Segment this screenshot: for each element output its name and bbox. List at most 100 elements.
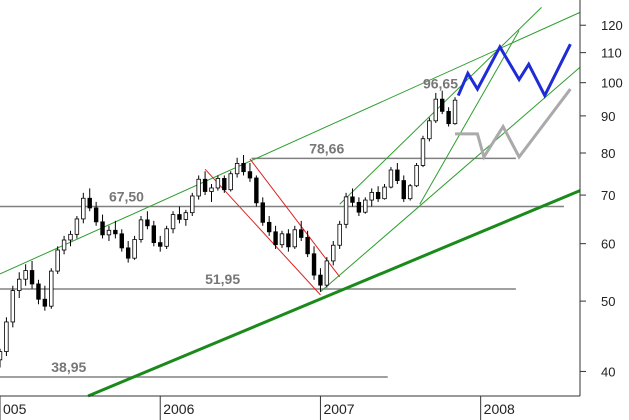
candle-body [158,242,163,247]
candle-body [17,278,22,291]
candle-body [177,214,182,220]
candle-body [183,212,189,220]
candle-body [138,219,144,240]
candle-body [241,163,246,173]
x-tick-label: 2006 [163,401,194,417]
trendline [320,66,581,293]
candle-body [36,283,41,300]
candle-body [433,98,439,122]
candle-body [81,197,86,220]
candle-body [222,178,227,191]
candle-body [190,195,195,214]
y-tick-label: 80 [601,146,615,161]
trendline [419,30,520,205]
candle-body [247,171,253,179]
candle-body [42,298,48,307]
y-tick-label: 40 [601,364,615,379]
candle-body [420,138,426,166]
candle-body [87,197,92,209]
candle-body [401,180,406,200]
candle-body [74,218,80,235]
candle-body [299,229,304,238]
y-tick-label: 120 [601,18,623,33]
candle-body [145,219,150,227]
candle-body [407,185,413,200]
x-tick-label: 2007 [323,401,354,417]
y-tick-label: 50 [601,294,615,309]
projection-path [455,88,572,161]
candle-body [375,191,381,200]
level-label: 78,66 [309,140,344,156]
candle-body [209,187,214,192]
candle-body [23,270,28,280]
trendline [87,189,581,398]
candle-body [305,237,310,255]
y-tick-label: 90 [601,109,615,124]
y-tick-label: 110 [601,46,622,61]
x-tick-label: 005 [3,401,27,417]
level-label: 67,50 [109,189,144,205]
candle-body [388,169,394,188]
projection-path [456,43,572,99]
horizontal-levels [0,157,564,378]
candle-body [286,233,291,248]
candle-body [100,221,105,236]
level-labels: 38,95 51,95 67,50 78,66 96,65 [51,75,458,375]
level-label: 96,65 [423,75,458,91]
level-label: 51,95 [205,271,240,287]
candle-body [93,207,99,223]
trendlines [0,6,581,398]
candle-body [369,191,374,201]
candle-body [55,249,60,272]
candle-body [61,239,67,251]
candle-body [363,199,368,213]
candle-body [446,110,451,125]
candle-body [29,270,35,285]
candle-body [395,169,400,181]
candle-body [273,231,278,246]
candle-body [49,270,54,307]
candle-body [260,202,265,223]
candle-body [106,229,112,236]
level-label: 38,95 [51,359,86,375]
candle-body [337,223,342,246]
projections [455,43,572,161]
candle-body [0,351,3,361]
candle-body [350,196,355,203]
candle-body [318,274,323,286]
candle-body [4,321,9,352]
candle-body [113,229,118,235]
candle-body [215,178,221,189]
candle-body [279,233,285,246]
candle-body [132,239,137,259]
y-tick-label: 100 [601,76,623,91]
candle-body [331,244,336,262]
candle-body [202,178,208,192]
candle-body [356,201,362,213]
candlesticks [0,90,458,368]
candle-body [292,229,298,248]
candle-body [440,98,445,112]
candle-body [234,163,240,175]
candle-body [170,214,176,230]
candle-body [151,225,157,244]
candle-body [164,228,169,247]
candle-body [452,99,458,125]
candle-body [414,165,419,187]
x-tick-label: 2008 [484,401,515,417]
candle-body [125,247,131,259]
candle-body [228,173,233,191]
candle-body [68,233,73,241]
candle-body [266,221,272,233]
candle-body [196,178,201,197]
candle-body [324,260,330,286]
candle-body [311,253,317,276]
candle-body [343,196,349,225]
candle-body [382,186,387,200]
trendline [0,11,581,275]
candle-body [427,120,432,140]
trendline [249,158,341,278]
candle-body [119,233,124,249]
y-tick-label: 60 [601,237,615,252]
